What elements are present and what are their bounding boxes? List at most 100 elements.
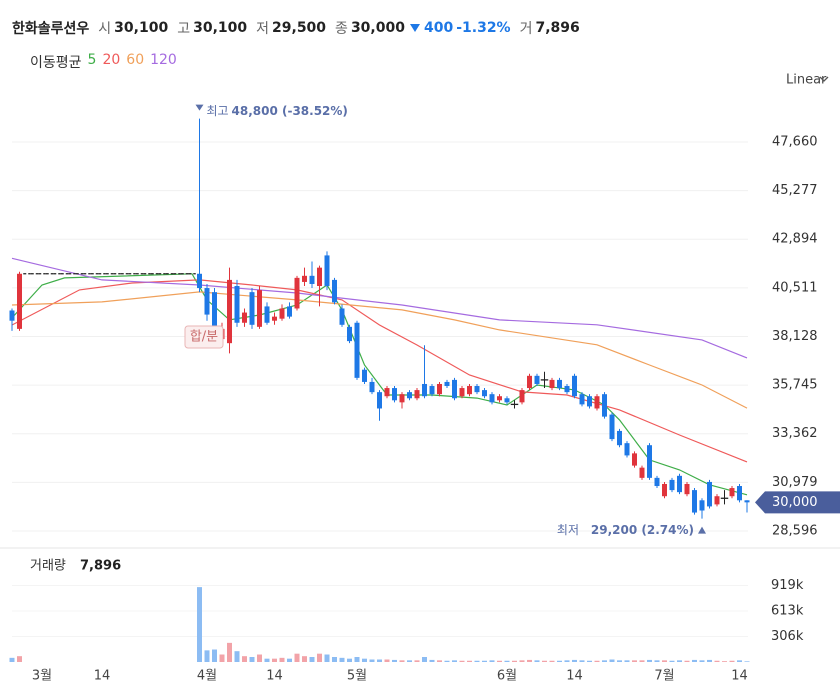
candle-body (9, 310, 15, 321)
candle-body (422, 383, 427, 397)
candle-body (632, 453, 637, 466)
volume-bar (497, 660, 502, 662)
volume-bar (572, 659, 577, 662)
candle-body (572, 375, 577, 397)
volume-bar (474, 660, 480, 662)
volume-bar (609, 659, 615, 662)
volume-bar (669, 660, 675, 662)
candle-body (264, 306, 270, 323)
candle-body (452, 379, 457, 399)
candle-body (474, 386, 480, 393)
candle-body (624, 443, 630, 456)
candle-body (302, 275, 307, 282)
event-box (184, 325, 224, 349)
candle-body (204, 288, 210, 315)
price-tag-label: 30,000 (772, 495, 818, 510)
x-tick-label: 6월 (497, 669, 517, 684)
volume-bar (287, 658, 292, 662)
low-arrow (698, 526, 706, 534)
volume-bar (564, 660, 570, 662)
candle-body (339, 308, 345, 325)
legend-entry[interactable]: 5 (87, 52, 97, 68)
volume-bar (242, 656, 247, 662)
volume-bar (714, 660, 720, 662)
volume-bar (527, 659, 532, 662)
volume-bar (504, 660, 510, 662)
y-tick-label: 40,511 (772, 280, 818, 295)
low-label: 최저 (557, 523, 579, 537)
candle-body (354, 322, 360, 378)
candle-body (587, 396, 592, 407)
candle-body (662, 483, 667, 497)
candle-body (384, 388, 390, 397)
candle-body (467, 386, 472, 395)
candle-body (654, 477, 660, 487)
volume-bar (534, 660, 540, 662)
legend-entry[interactable]: 20 (102, 52, 121, 68)
volume-bar (624, 660, 630, 662)
volume-bar (647, 659, 652, 662)
change-pct: -1.32% (456, 20, 511, 36)
low-value: 29,500 (272, 20, 327, 36)
volume-bar (362, 658, 367, 662)
candle-body (287, 306, 292, 317)
volume-bar (587, 660, 592, 662)
volume-bar (482, 660, 487, 662)
legend-entry[interactable]: 120 (150, 52, 177, 68)
candle-body (519, 390, 525, 403)
volume-bar (249, 657, 255, 662)
ma-line (11, 291, 748, 409)
candle-body (737, 486, 742, 501)
candle-body (647, 445, 652, 478)
volume-bar (257, 654, 262, 662)
candle-body (744, 500, 750, 503)
high-label: 고 (177, 21, 191, 37)
chevron[interactable] (819, 76, 829, 82)
candle-body (362, 369, 367, 382)
volume-bar (264, 658, 270, 662)
volume-bar (452, 660, 457, 662)
y-tick-label: 45,277 (772, 183, 818, 198)
candle-body (527, 375, 532, 389)
volume-bar (302, 656, 307, 662)
candle-body (17, 273, 22, 329)
candle-body (617, 430, 622, 446)
volume-bar (737, 660, 742, 662)
high-arrow (195, 104, 204, 111)
candle-body (249, 292, 255, 325)
volume-bar (294, 653, 300, 662)
open-value: 30,100 (114, 20, 169, 36)
volume-bar (384, 659, 390, 662)
volume-bar (279, 657, 285, 662)
volume-value: 7,896 (535, 20, 580, 36)
volume-bar (722, 661, 727, 662)
candle-body (332, 279, 337, 303)
high-value: 30,100 (193, 20, 248, 36)
volume-bar (542, 660, 547, 662)
candle-body (272, 316, 277, 321)
volume-bar (354, 657, 360, 662)
ma-title: 이동평균 (30, 55, 82, 71)
volume-bar (467, 660, 472, 662)
volume-bar (309, 657, 315, 662)
x-tick-label: 4월 (197, 669, 217, 684)
scale-label[interactable]: Linear (786, 73, 827, 88)
candle-body (444, 381, 450, 387)
volume-bar (339, 657, 345, 662)
candle-body (699, 500, 705, 511)
volume-bar (377, 659, 382, 662)
candle-body (407, 392, 412, 399)
change-value: 400 (423, 20, 454, 36)
low-label: 저 (256, 21, 270, 37)
legend-entry[interactable]: 60 (126, 52, 145, 68)
x-tick-label: 14 (731, 669, 748, 684)
volume-bar (212, 649, 217, 662)
candle-body (714, 496, 720, 505)
close-label: 종 (335, 21, 348, 37)
y-tick-label: 28,596 (772, 524, 818, 539)
volume-bar (324, 654, 330, 662)
volume-bar (707, 659, 712, 662)
volume-bar (347, 658, 352, 662)
